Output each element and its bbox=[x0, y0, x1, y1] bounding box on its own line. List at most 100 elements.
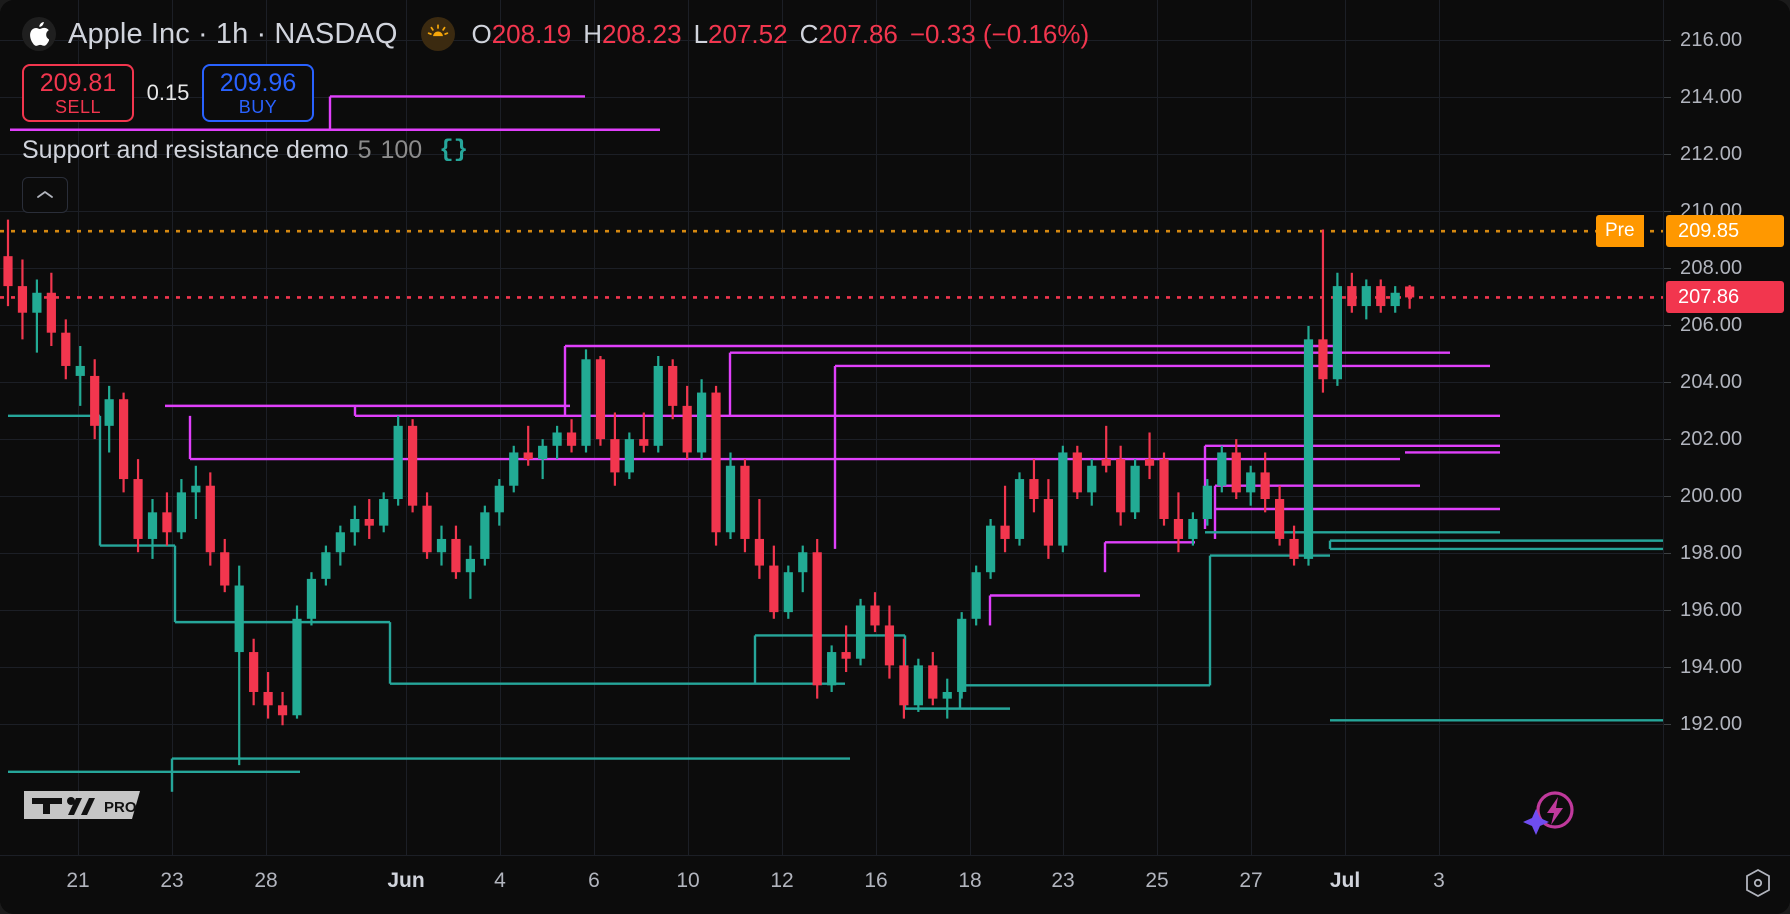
candle-body bbox=[292, 618, 302, 716]
indicator-arg-2: 100 bbox=[380, 136, 423, 164]
candle-body bbox=[523, 452, 533, 460]
candle-body bbox=[1087, 465, 1097, 493]
ohlc-high-label: H bbox=[583, 18, 603, 49]
candle-body bbox=[46, 292, 56, 333]
candle-body bbox=[1390, 292, 1400, 307]
candle-body bbox=[841, 652, 851, 659]
grid-line-horizontal bbox=[0, 268, 1663, 269]
candle-body bbox=[451, 538, 461, 573]
collapse-pane-button[interactable] bbox=[22, 177, 68, 213]
candle-body bbox=[234, 585, 244, 653]
candle-body bbox=[552, 432, 562, 446]
candle-body bbox=[1188, 518, 1198, 539]
candle-body bbox=[191, 485, 201, 493]
candle-body bbox=[1144, 459, 1155, 466]
candle-body bbox=[90, 375, 100, 426]
candle-body bbox=[61, 332, 71, 366]
indicator-arg-1: 5 bbox=[357, 136, 372, 164]
grid-line-horizontal bbox=[0, 40, 1663, 41]
candle-body bbox=[176, 492, 186, 533]
indicator-title[interactable]: Support and resistance demo bbox=[22, 136, 349, 164]
candle-body bbox=[465, 558, 475, 573]
indicator-legend[interactable]: Support and resistance demo 5 100 {} bbox=[22, 136, 468, 165]
candle-body bbox=[942, 691, 952, 699]
candle-body bbox=[32, 292, 42, 313]
time-axis[interactable]: 21 23 28 Jun 4 6 10 12 16 18 23 25 27 Jul 3 bbox=[0, 855, 1790, 914]
candle-body bbox=[220, 552, 230, 586]
candle-body bbox=[104, 399, 114, 426]
candle-body bbox=[249, 652, 259, 692]
candle-body bbox=[711, 392, 721, 533]
grid-line-horizontal bbox=[0, 211, 1663, 212]
candle-body bbox=[1289, 538, 1299, 559]
price-axis-tick: 216.00 bbox=[1664, 30, 1790, 50]
candle-body bbox=[350, 518, 360, 533]
candle-body bbox=[321, 552, 331, 579]
candle-body bbox=[1318, 339, 1328, 380]
time-axis-tick: 16 bbox=[864, 869, 888, 892]
candle-body bbox=[668, 365, 678, 406]
pine-script-braces-icon[interactable]: {} bbox=[439, 137, 469, 164]
svg-text:PRO: PRO bbox=[104, 799, 137, 816]
sell-button[interactable]: 209.81 SELL bbox=[22, 64, 134, 122]
candle-body bbox=[1275, 499, 1285, 539]
last-price-badge: 207.86 bbox=[1666, 281, 1784, 314]
candle-body bbox=[480, 512, 490, 559]
grid-line-vertical bbox=[172, 0, 173, 855]
candle-body bbox=[610, 439, 620, 473]
candle-body bbox=[538, 445, 548, 460]
chevron-up-icon bbox=[37, 191, 53, 198]
grid-line-vertical bbox=[266, 0, 267, 855]
symbol-title[interactable]: Apple Inc · 1h · NASDAQ bbox=[68, 17, 398, 50]
price-axis-tick: 204.00 bbox=[1664, 372, 1790, 392]
candle-body bbox=[1058, 452, 1068, 546]
grid-line-horizontal bbox=[0, 496, 1663, 497]
grid-line-vertical bbox=[406, 0, 407, 855]
candlestick-series bbox=[0, 95, 1663, 792]
buy-button[interactable]: 209.96 BUY bbox=[202, 64, 314, 122]
candle-body bbox=[494, 485, 504, 513]
price-axis-tick: 198.00 bbox=[1664, 543, 1790, 563]
sell-label: SELL bbox=[54, 96, 102, 117]
price-axis-tick: 194.00 bbox=[1664, 657, 1790, 677]
candle-body bbox=[306, 578, 317, 619]
candle-body bbox=[1361, 286, 1371, 307]
chart-pane[interactable] bbox=[0, 0, 1663, 855]
time-axis-settings-icon[interactable] bbox=[1744, 868, 1772, 898]
candle-body bbox=[119, 399, 129, 480]
time-axis-tick: Jun bbox=[387, 869, 425, 892]
grid-line-vertical bbox=[782, 0, 783, 855]
candle-body bbox=[1347, 286, 1357, 307]
grid-line-vertical bbox=[1063, 0, 1064, 855]
candle-body bbox=[1101, 459, 1111, 466]
candle-body bbox=[827, 652, 837, 686]
price-axis-tick: 214.00 bbox=[1664, 87, 1790, 107]
candle-body bbox=[408, 425, 418, 506]
ai-lightning-sparkle-icon[interactable] bbox=[1521, 787, 1579, 842]
candle-body bbox=[870, 605, 880, 626]
candle-body bbox=[653, 365, 663, 446]
candle-body bbox=[899, 665, 909, 706]
candle-body bbox=[1173, 518, 1184, 539]
grid-line-vertical bbox=[1251, 0, 1252, 855]
price-axis-tick: 208.00 bbox=[1664, 258, 1790, 278]
candle-body bbox=[364, 518, 374, 526]
time-axis-tick: 12 bbox=[770, 869, 794, 892]
candle-body bbox=[1043, 499, 1053, 546]
symbol-row[interactable]: Apple Inc · 1h · NASDAQ O208.19 H208.23 L2… bbox=[22, 12, 1089, 56]
grid-line-horizontal bbox=[0, 325, 1663, 326]
time-axis-tick: 23 bbox=[1051, 869, 1075, 892]
candle-body bbox=[277, 705, 288, 716]
ohlc-open-label: O bbox=[471, 18, 492, 49]
time-axis-tick: 4 bbox=[494, 869, 506, 892]
pre-market-sun-icon[interactable] bbox=[421, 17, 456, 51]
candle-body bbox=[697, 392, 707, 453]
grid-line-horizontal bbox=[0, 154, 1663, 155]
spread-value: 0.15 bbox=[146, 80, 190, 105]
candle-body bbox=[1029, 479, 1039, 500]
candle-body bbox=[1405, 286, 1415, 298]
candle-body bbox=[509, 452, 519, 486]
candle-body bbox=[133, 479, 143, 539]
price-axis-tick: 202.00 bbox=[1664, 429, 1790, 449]
price-axis[interactable]: 216.00 214.00 212.00 210.00 208.00 206.00 204.… bbox=[1596, 0, 1790, 855]
